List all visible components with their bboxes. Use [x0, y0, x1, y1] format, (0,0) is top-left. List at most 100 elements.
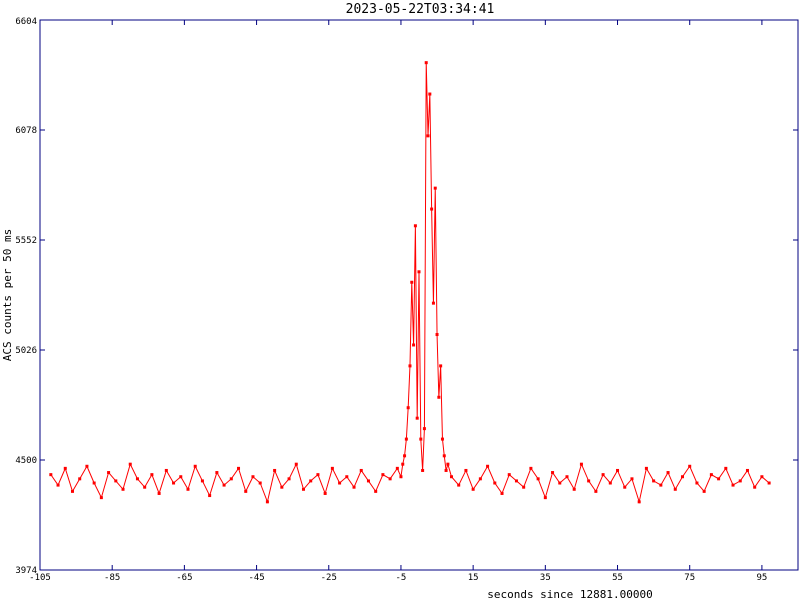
data-point [395, 466, 399, 470]
data-point [403, 454, 407, 458]
data-point [426, 134, 430, 138]
data-point [287, 477, 291, 481]
data-point [644, 466, 648, 470]
data-point [522, 485, 526, 489]
data-point [70, 489, 74, 493]
data-point [150, 473, 154, 477]
data-point [316, 473, 320, 477]
data-point [417, 270, 421, 274]
data-point [594, 489, 598, 493]
data-point [415, 416, 419, 420]
data-point [330, 466, 334, 470]
data-point [85, 464, 89, 468]
chart-title: 2023-05-22T03:34:41 [346, 2, 495, 17]
data-point [572, 487, 576, 491]
x-tick-label: -65 [176, 573, 192, 583]
data-point [359, 468, 363, 472]
data-point [143, 485, 147, 489]
data-point [709, 473, 713, 477]
data-point [323, 491, 327, 495]
data-point [435, 333, 439, 337]
y-tick-label: 6604 [15, 17, 37, 27]
data-point [444, 468, 448, 472]
data-point [731, 483, 735, 487]
data-point [673, 487, 677, 491]
data-point [229, 477, 233, 481]
y-tick-label: 6078 [15, 126, 37, 136]
x-tick-label: 55 [612, 573, 623, 583]
data-point [338, 481, 342, 485]
data-point [601, 473, 605, 477]
data-point [352, 485, 356, 489]
data-point [688, 464, 692, 468]
data-point [419, 437, 423, 441]
data-point [437, 395, 441, 399]
data-point [421, 468, 425, 472]
y-tick-label: 3974 [15, 566, 37, 576]
data-point [164, 468, 168, 472]
data-point [428, 92, 432, 96]
data-point [408, 364, 412, 368]
data-point [767, 481, 771, 485]
data-point [442, 454, 446, 458]
data-point [135, 477, 139, 481]
data-point [449, 475, 453, 479]
data-point [208, 494, 212, 498]
x-tick-label: -105 [29, 573, 51, 583]
data-point [374, 489, 378, 493]
y-tick-label: 5026 [15, 346, 37, 356]
data-point [514, 479, 518, 483]
data-point [471, 487, 475, 491]
x-tick-label: 15 [468, 573, 479, 583]
data-point [56, 483, 60, 487]
data-point [280, 485, 284, 489]
data-point [536, 477, 540, 481]
data-point [738, 479, 742, 483]
data-point [114, 479, 118, 483]
data-point [121, 487, 125, 491]
data-point [128, 462, 132, 466]
data-point [486, 464, 490, 468]
y-tick-label: 4500 [15, 456, 37, 466]
data-point [244, 489, 248, 493]
x-tick-label: -25 [321, 573, 337, 583]
data-point [401, 462, 405, 466]
data-point [399, 475, 403, 479]
data-point [507, 473, 511, 477]
data-point [251, 475, 255, 479]
data-point [406, 406, 410, 410]
data-point [680, 475, 684, 479]
x-tick-label: 75 [684, 573, 695, 583]
data-point [422, 427, 426, 431]
data-point [410, 280, 414, 284]
data-point [529, 466, 533, 470]
data-point [695, 481, 699, 485]
data-point [478, 477, 482, 481]
data-point [258, 481, 262, 485]
data-point [659, 483, 663, 487]
data-point [49, 473, 53, 477]
y-tick-label: 5552 [15, 236, 37, 246]
data-point [630, 477, 634, 481]
x-axis-label: seconds since 12881.00000 [487, 588, 653, 600]
data-point [345, 475, 349, 479]
data-point [366, 479, 370, 483]
data-point [301, 487, 305, 491]
data-point [551, 471, 555, 475]
data-point [760, 475, 764, 479]
data-point [179, 475, 183, 479]
data-point [745, 468, 749, 472]
data-line [50, 62, 770, 504]
data-point [424, 61, 428, 65]
data-point [215, 471, 219, 475]
data-point [724, 466, 728, 470]
data-point [200, 479, 204, 483]
data-point [78, 477, 82, 481]
data-point [388, 477, 392, 481]
data-point [439, 364, 443, 368]
data-point [157, 491, 161, 495]
data-point [623, 485, 627, 489]
x-tick-label: 35 [540, 573, 551, 583]
data-point [294, 462, 298, 466]
